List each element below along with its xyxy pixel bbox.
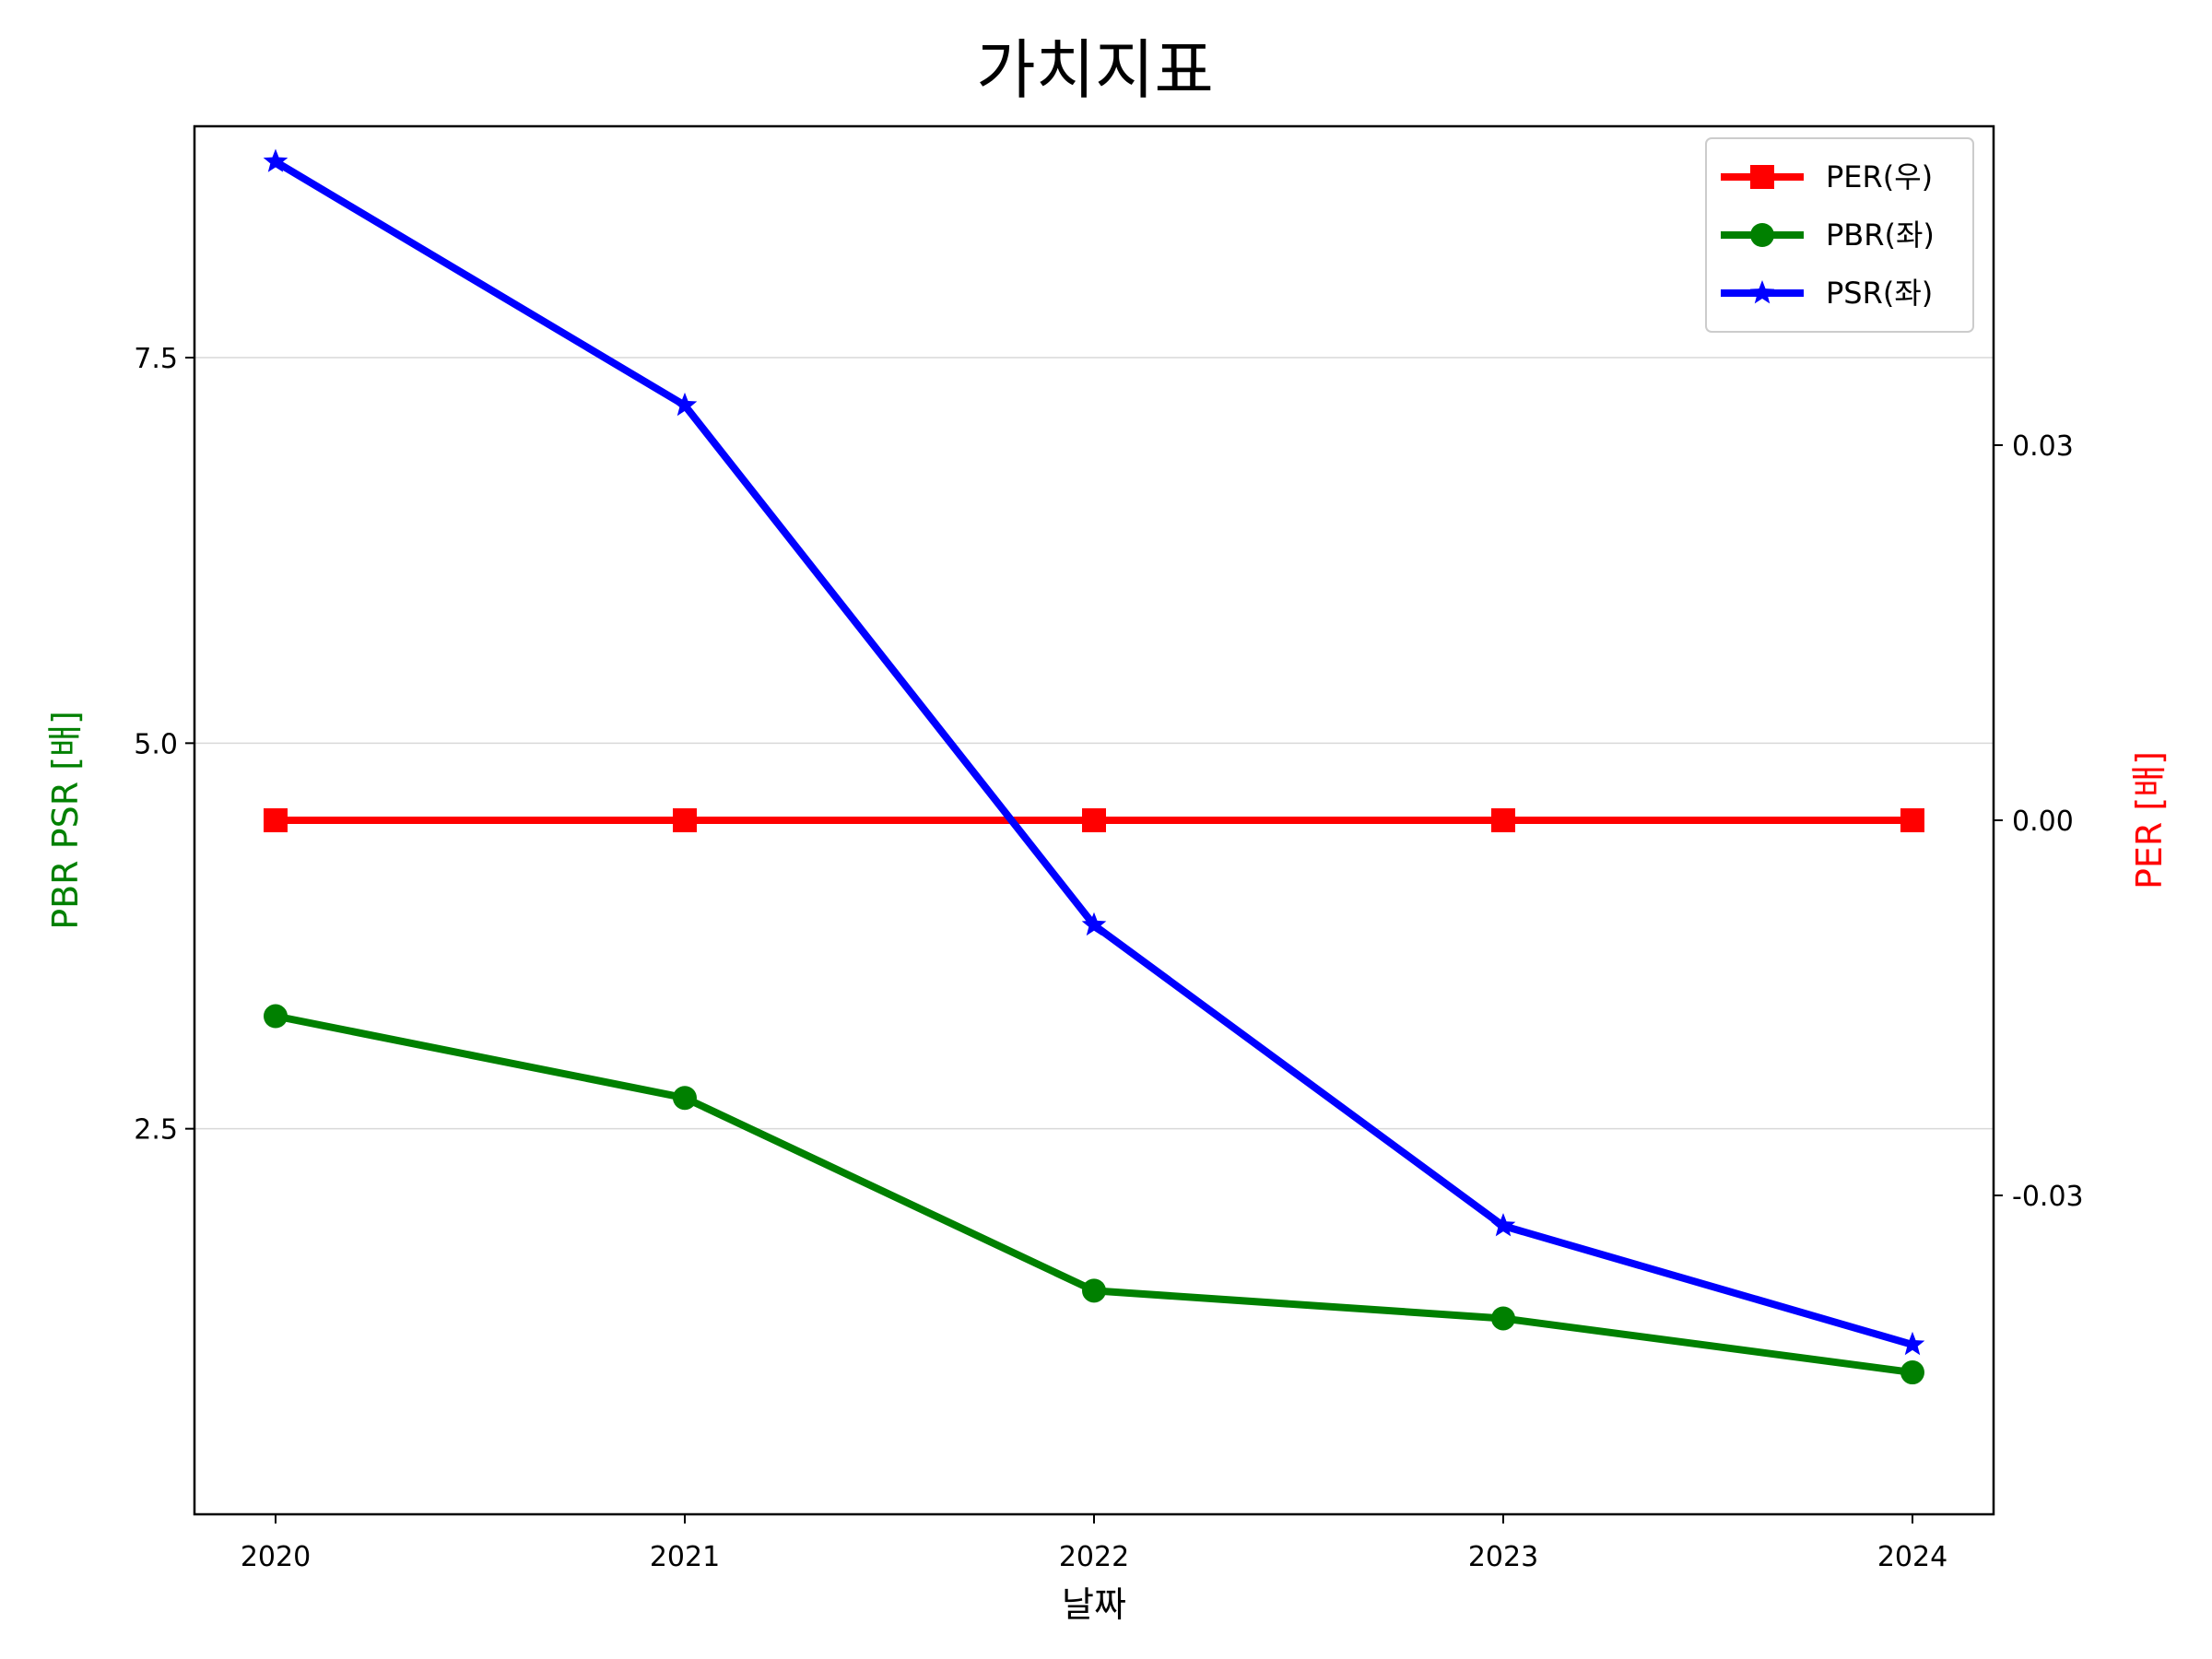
x-axis-title: 날짜 xyxy=(1062,1584,1126,1625)
y-axis-left-title: PBR PSR [배] xyxy=(45,711,86,930)
y-left-tick-label: 2.5 xyxy=(134,1114,178,1147)
data-point-per xyxy=(1900,808,1924,832)
data-point-pbr xyxy=(1491,1306,1515,1331)
series-line-psr xyxy=(272,158,1916,1348)
series-per xyxy=(264,808,1924,832)
y-right-tick-label: 0.00 xyxy=(2012,806,2074,838)
legend-label-psr: PSR(좌) xyxy=(1826,276,1933,311)
data-point-pbr xyxy=(1900,1360,1924,1385)
series-layer xyxy=(263,148,1925,1385)
data-point-per xyxy=(673,808,697,832)
chart-title: 가치지표 xyxy=(976,32,1214,108)
data-point-psr xyxy=(1900,1331,1925,1356)
legend-label-pbr: PBR(좌) xyxy=(1826,218,1935,253)
x-tick-label: 2023 xyxy=(1468,1541,1538,1573)
data-point-per xyxy=(1082,808,1106,832)
legend: PER(우) PBR(좌) PSR(좌) xyxy=(1705,137,1974,333)
data-point-pbr xyxy=(1082,1278,1106,1303)
y-right-tick-label: -0.03 xyxy=(2012,1181,2084,1213)
series-psr xyxy=(263,148,1925,1356)
data-point-per xyxy=(264,808,288,832)
data-point-psr xyxy=(672,392,698,417)
legend-marker-pbr xyxy=(1750,223,1774,247)
legend-label-per: PER(우) xyxy=(1826,159,1933,194)
x-tick-label: 2020 xyxy=(241,1541,311,1573)
data-point-psr xyxy=(1081,912,1107,936)
series-pbr xyxy=(264,1004,1924,1385)
legend-marker-per xyxy=(1750,165,1774,189)
data-point-pbr xyxy=(264,1004,288,1029)
legend-marker-psr xyxy=(1749,280,1775,304)
x-tick-label: 2024 xyxy=(1877,1541,1947,1573)
y-axis-right-title: PER [배] xyxy=(2129,751,2170,889)
grid-layer xyxy=(194,357,1994,1130)
y-right-tick-label: 0.03 xyxy=(2012,430,2074,463)
x-tick-label: 2021 xyxy=(650,1541,720,1573)
data-point-psr xyxy=(263,148,288,172)
x-tick-label: 2022 xyxy=(1059,1541,1129,1573)
axes-layer: 2.5 5.0 7.5 -0.03 0.00 0.03 2020 2021 2022 2023 20… xyxy=(134,343,2083,1573)
series-line-pbr xyxy=(272,1012,1916,1377)
data-point-per xyxy=(1491,808,1515,832)
data-point-psr xyxy=(1490,1213,1516,1237)
y-left-tick-label: 5.0 xyxy=(134,728,178,760)
y-left-tick-label: 7.5 xyxy=(134,343,178,375)
data-point-pbr xyxy=(673,1086,697,1111)
